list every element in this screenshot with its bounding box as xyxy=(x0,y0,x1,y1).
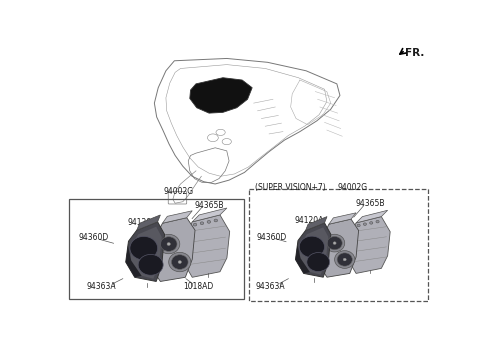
Ellipse shape xyxy=(207,220,211,223)
Polygon shape xyxy=(152,218,195,281)
Text: 94365B: 94365B xyxy=(194,201,224,210)
Text: 94365B: 94365B xyxy=(356,200,385,209)
Polygon shape xyxy=(182,215,229,277)
Ellipse shape xyxy=(337,253,352,266)
Polygon shape xyxy=(192,208,227,222)
Ellipse shape xyxy=(357,224,360,227)
Text: 94363A: 94363A xyxy=(255,282,285,291)
Polygon shape xyxy=(329,213,356,224)
Polygon shape xyxy=(126,241,142,277)
Ellipse shape xyxy=(214,219,217,222)
Ellipse shape xyxy=(324,234,345,252)
Polygon shape xyxy=(130,227,162,279)
Bar xyxy=(249,189,428,301)
Ellipse shape xyxy=(138,254,163,275)
Ellipse shape xyxy=(376,220,379,223)
Polygon shape xyxy=(296,240,310,273)
Text: FR.: FR. xyxy=(405,48,424,58)
Polygon shape xyxy=(137,215,160,230)
Ellipse shape xyxy=(167,243,170,245)
Text: 94120A: 94120A xyxy=(294,217,324,226)
Ellipse shape xyxy=(299,236,324,258)
Ellipse shape xyxy=(171,255,188,269)
Ellipse shape xyxy=(351,226,354,228)
Ellipse shape xyxy=(178,261,181,264)
Ellipse shape xyxy=(307,253,330,272)
Ellipse shape xyxy=(193,223,197,226)
Polygon shape xyxy=(320,219,359,277)
Text: 94002G: 94002G xyxy=(337,183,367,192)
Text: 94002G: 94002G xyxy=(163,186,193,195)
Polygon shape xyxy=(347,217,390,273)
Ellipse shape xyxy=(333,242,336,244)
Ellipse shape xyxy=(186,225,190,227)
Polygon shape xyxy=(296,223,331,277)
Text: 94120A: 94120A xyxy=(127,218,157,227)
Text: 94360D: 94360D xyxy=(257,233,287,242)
Polygon shape xyxy=(356,210,388,223)
Ellipse shape xyxy=(327,236,342,250)
Text: (SUPER VISION+7): (SUPER VISION+7) xyxy=(255,183,326,192)
Ellipse shape xyxy=(157,234,180,254)
Polygon shape xyxy=(306,217,327,230)
Ellipse shape xyxy=(343,258,346,261)
Text: 94363A: 94363A xyxy=(86,282,116,291)
Polygon shape xyxy=(190,78,252,113)
Text: 94360D: 94360D xyxy=(78,233,108,242)
Ellipse shape xyxy=(160,237,177,251)
Text: 1018AD: 1018AD xyxy=(183,282,214,291)
Polygon shape xyxy=(299,227,328,275)
Ellipse shape xyxy=(200,222,204,225)
Ellipse shape xyxy=(363,223,367,226)
Ellipse shape xyxy=(130,236,157,260)
Ellipse shape xyxy=(335,251,355,268)
Polygon shape xyxy=(162,211,192,223)
Polygon shape xyxy=(126,222,165,281)
Bar xyxy=(69,199,244,299)
Ellipse shape xyxy=(168,252,191,272)
Ellipse shape xyxy=(370,222,373,224)
